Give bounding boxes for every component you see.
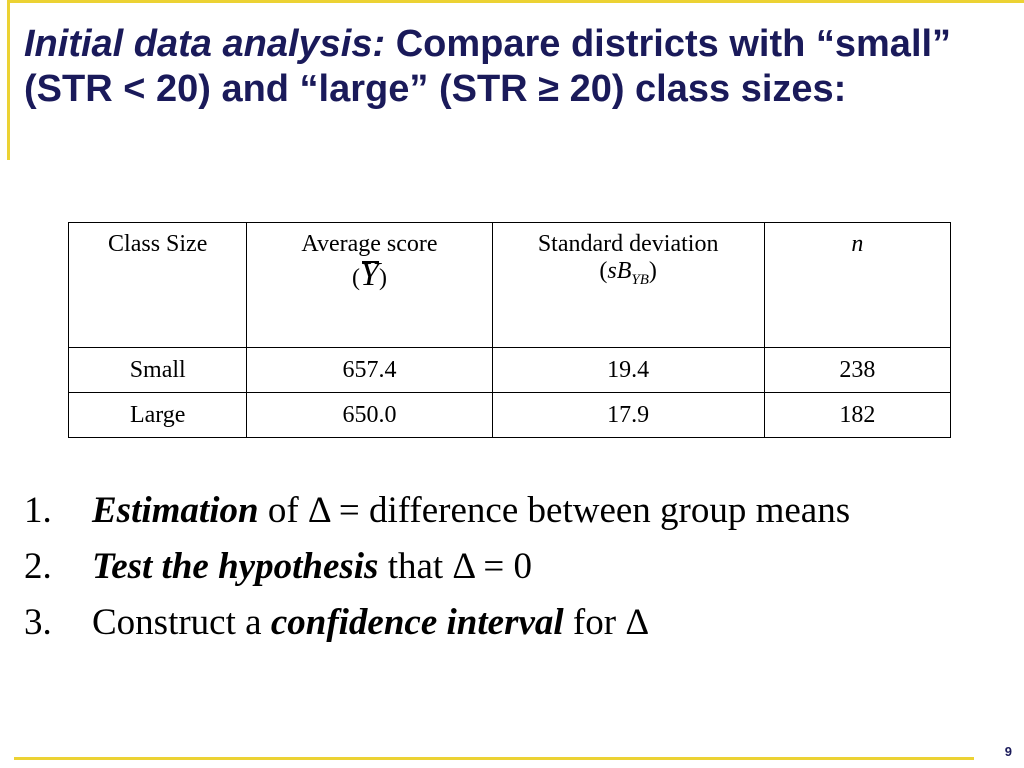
title-rest: Compare districts with “small” (STR < 20…: [24, 23, 952, 110]
std-symbol: (sBYB): [599, 258, 657, 288]
list-emphasis: Estimation: [92, 490, 259, 531]
page-number: 9: [1004, 744, 1012, 759]
y-bar-symbol: Y: [360, 256, 379, 293]
header-std-label: Standard deviation: [537, 231, 719, 257]
table-row: Small 657.4 19.4 238: [67, 347, 952, 393]
list-text: for Δ: [563, 602, 650, 643]
list-number: 2.: [24, 546, 52, 587]
list-text: of Δ = difference between group means: [258, 490, 851, 531]
list-item: 1. Estimation of Δ = difference between g…: [24, 486, 954, 536]
list-text: that Δ = 0: [378, 546, 533, 587]
cell-sd: 19.4: [491, 347, 765, 393]
list-emphasis: Test the hypothesis: [92, 546, 379, 587]
s-symbol: sB: [607, 258, 632, 284]
bottom-accent-rule: [14, 757, 974, 760]
cell-average: 657.4: [246, 347, 493, 393]
cell-sd: 17.9: [491, 392, 765, 438]
class-size-table: Class Size Average score (Y) Standard de…: [67, 222, 952, 438]
std-subscript: YB: [631, 271, 649, 288]
header-n: n: [763, 222, 952, 348]
list-item: 3. Construct a confidence interval for Δ: [24, 598, 954, 648]
cell-average: 650.0: [246, 392, 493, 438]
header-average-score: Average score (Y): [246, 222, 493, 348]
cell-n: 238: [763, 347, 952, 393]
list-number: 1.: [24, 490, 52, 531]
list-emphasis: confidence interval: [270, 602, 564, 643]
table-header-row: Class Size Average score (Y) Standard de…: [67, 222, 952, 348]
slide-title: Initial data analysis: Compare districts…: [24, 22, 1014, 112]
cell-class-size: Large: [67, 392, 248, 438]
list-prefix: Construct a: [92, 602, 271, 643]
header-average-label: Average score: [301, 231, 438, 257]
top-accent-rule: [7, 0, 1024, 3]
analysis-steps-list: 1. Estimation of Δ = difference between g…: [24, 486, 954, 654]
list-number: 3.: [24, 602, 52, 643]
cell-class-size: Small: [67, 347, 248, 393]
left-accent-bar: [7, 0, 10, 160]
cell-n: 182: [763, 392, 952, 438]
header-class-size: Class Size: [67, 222, 248, 348]
average-symbol: (Y): [352, 256, 387, 293]
title-lead: Initial data analysis:: [24, 23, 386, 65]
header-std-dev: Standard deviation (sBYB): [491, 222, 765, 348]
table-row: Large 650.0 17.9 182: [67, 392, 952, 438]
list-item: 2. Test the hypothesis that Δ = 0: [24, 542, 954, 592]
